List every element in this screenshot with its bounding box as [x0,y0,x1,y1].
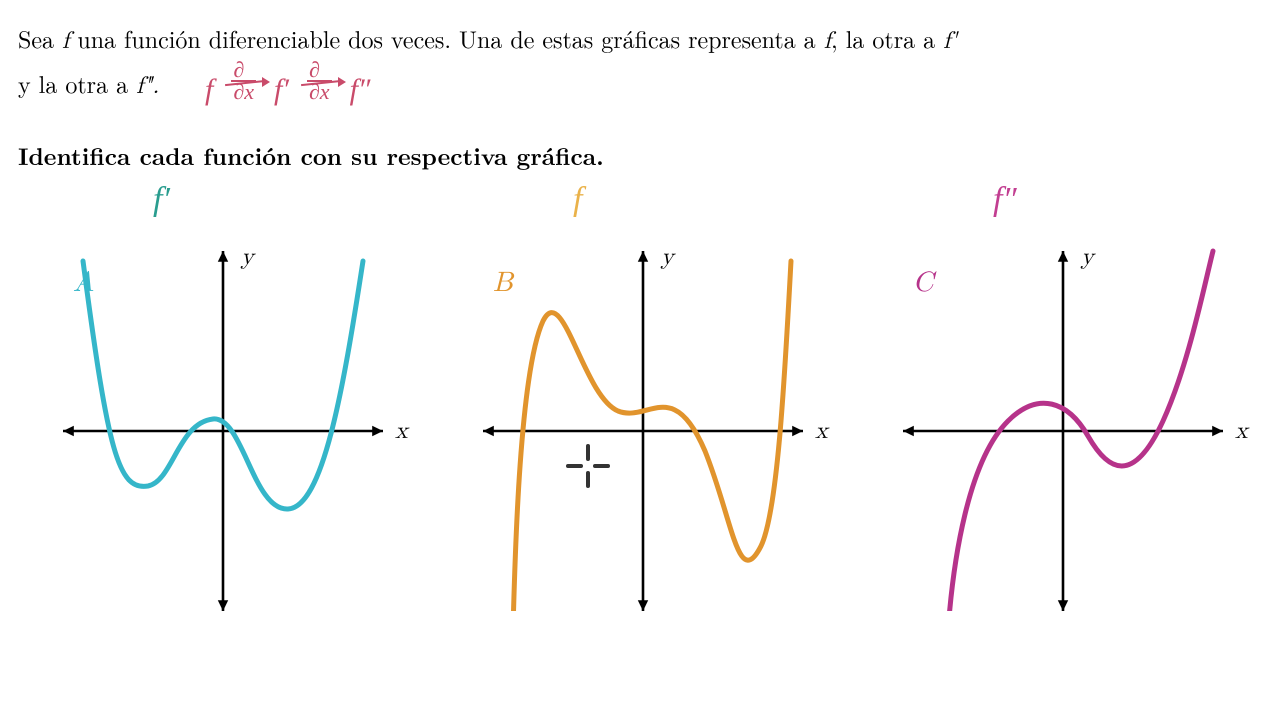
hand-f-label: f″ [350,67,371,114]
panel-letter: A [73,266,94,300]
handwritten-answer-label: f [573,181,582,219]
handwritten-derivative-chain: f∂∂xf′∂∂xf″ [199,66,370,100]
math-fpp: f". [136,74,159,98]
text: , la otra a [831,21,943,55]
hand-f-label: f [205,67,213,114]
hand-f-label: f′ [274,67,289,114]
panel-letter: B [493,266,513,300]
cursor-icon [568,446,608,486]
handwritten-answer-label: f″ [993,181,1017,219]
x-axis-label: x [815,417,828,446]
chart-svg [438,181,848,611]
text: Sea [18,21,62,55]
text: y la otra a [18,66,136,100]
text: una función diferenciable dos veces. Una… [69,21,823,55]
math-f: f [824,29,831,53]
chart-svg [858,181,1268,611]
y-axis-label: y [1081,243,1094,272]
chart-panel: f By x [438,181,848,611]
charts-row: f′ Ay x f By x f″ Cy x [18,181,1262,611]
y-axis-label: y [661,243,674,272]
chart-panel: f′ Ay x [18,181,428,611]
handwritten-answer-label: f′ [153,181,170,219]
x-axis-label: x [1235,417,1248,446]
math-fprime: f' [943,29,957,53]
ddx-icon: ∂∂x [307,60,332,113]
y-axis-label: y [241,243,254,272]
chart-panel: f″ Cy x [858,181,1268,611]
x-axis-label: x [395,417,408,446]
problem-statement: Sea f una función diferenciable dos vece… [18,20,1262,113]
panel-letter: C [913,266,933,300]
curve [513,261,791,611]
ddx-icon: ∂∂x [231,60,256,113]
instruction: Identifica cada función con su respectiv… [18,139,1262,173]
chart-svg [18,181,428,611]
